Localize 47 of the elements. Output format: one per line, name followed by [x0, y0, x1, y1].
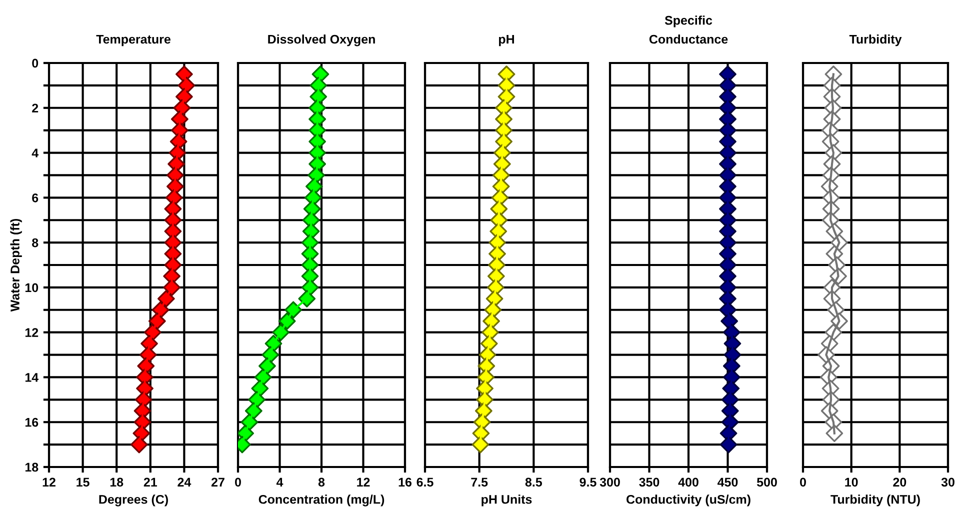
point: [472, 436, 490, 454]
x-tick-label: 7.5: [471, 478, 488, 487]
x-axis-title: Concentration (mg/L): [258, 494, 384, 506]
chart-title: Dissolved Oxygen: [268, 34, 375, 46]
x-tick-label: 8: [318, 478, 325, 487]
x-tick-label: 500: [756, 478, 777, 487]
x-tick-label: 24: [178, 478, 192, 486]
y-tick-label: 0: [32, 58, 38, 68]
y-tick-label: 16: [25, 418, 38, 427]
x-tick-label: 21: [144, 478, 158, 486]
y-tick-label: 10: [25, 283, 38, 292]
y-axis-title: Water Depth (ft): [10, 218, 22, 312]
x-tick-label: 8.5: [525, 478, 542, 487]
x-tick-label: 450: [718, 478, 738, 487]
x-tick-label: 15: [76, 478, 90, 487]
x-tick-label: 20: [893, 478, 906, 487]
y-tick-label: 8: [32, 238, 38, 248]
chart-title: Turbidity: [849, 34, 902, 46]
x-axis-title: Turbidity (NTU): [830, 494, 920, 506]
chart-title: Temperature: [96, 34, 170, 46]
x-tick-label: 4: [276, 478, 284, 486]
x-axis-title: Conductivity (uS/cm): [626, 494, 750, 506]
y-tick-label: 14: [25, 373, 39, 382]
y-tick-label: 4: [32, 148, 39, 158]
y-tick-label: 12: [25, 328, 38, 337]
x-tick-label: 6.5: [416, 478, 434, 487]
x-tick-label: 0: [235, 478, 241, 487]
x-tick-label: 350: [639, 478, 660, 487]
x-tick-label: 9.5: [580, 478, 596, 487]
x-tick-label: 12: [357, 478, 370, 486]
x-tick-label: 12: [42, 478, 56, 486]
x-tick-label: 18: [110, 478, 124, 487]
x-tick-label: 0: [800, 478, 806, 487]
y-tick-label: 2: [32, 104, 38, 112]
x-tick-label: 300: [600, 478, 620, 487]
x-tick-label: 30: [941, 478, 954, 487]
x-axis-title: Degrees (C): [99, 494, 168, 506]
point: [720, 436, 738, 454]
x-tick-label: 27: [211, 478, 224, 486]
x-tick-label: 400: [678, 478, 698, 487]
x-axis-title: pH Units: [482, 494, 532, 506]
chart-title: pH: [498, 34, 514, 46]
chart-title: Specific Conductance: [649, 16, 728, 44]
y-tick-label: 18: [25, 462, 38, 472]
x-tick-label: 16: [398, 478, 412, 487]
y-tick-label: 6: [32, 193, 38, 202]
x-tick-label: 10: [845, 478, 858, 487]
